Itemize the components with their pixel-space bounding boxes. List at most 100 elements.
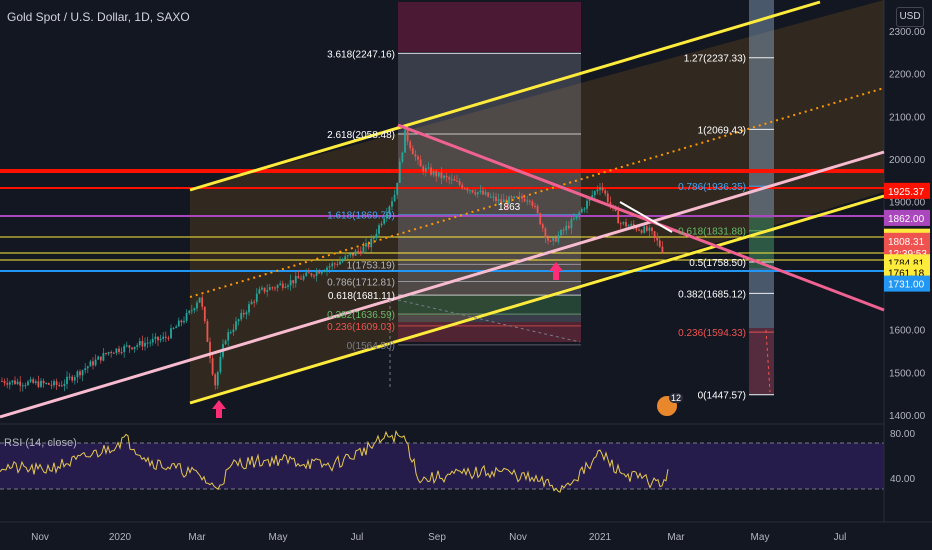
candle-body [508,196,510,204]
candle-body [248,304,250,313]
candle-body [3,381,6,384]
candle-body [175,326,178,329]
candle-body [292,280,295,284]
candle-body [29,379,32,382]
price-tick-label: 2000.00 [889,155,926,166]
price-tick-label: 2300.00 [889,27,926,38]
candle-body [453,179,456,181]
price-tag-label: 1731.00 [888,280,925,291]
candle-body [188,310,191,313]
candle-body [310,273,313,276]
candle-body [183,320,185,323]
candle-body [110,352,113,354]
channel-lower-line [189,194,885,405]
candle-body [391,201,393,207]
rsi-legend[interactable]: RSI (14, close) [4,437,77,449]
candle-body [112,352,115,354]
candle-body [92,361,94,366]
currency-button[interactable]: USD [896,7,924,27]
candle-body [352,253,354,256]
candle-body [617,210,620,224]
candle-body [645,226,648,231]
candle-body [94,359,97,366]
candle-body [128,345,131,348]
candle-body [71,376,74,381]
candle-body [154,336,157,339]
candle-body [237,319,240,322]
candle-body [448,177,451,180]
price-tick-label: 1600.00 [889,326,926,337]
candle-body [73,377,76,381]
candle-body [388,206,391,214]
candle-body [440,172,443,179]
channel-mid-dotted [189,87,885,298]
fib-level-label: 1(1753.19) [347,260,395,271]
candle-body [297,276,300,279]
candle-body [214,374,217,386]
rsi-axis-80: 80.00 [890,429,915,440]
fib-level-label: 0(1447.57) [698,391,746,402]
price-tick-label: 1900.00 [889,198,926,209]
candle-body [42,380,45,384]
candle-body [456,180,458,182]
candle-body [630,224,633,226]
candle-body [528,200,531,202]
candle-body [482,190,484,195]
candle-body [58,384,61,386]
candle-body [593,191,596,196]
price-tick-label: 2100.00 [889,112,926,123]
candle-body [68,376,71,378]
candle-body [461,184,464,189]
price-tag-label: 1862.00 [888,214,925,225]
candle-body [19,381,22,386]
candle-body [289,280,292,286]
candle-body [599,187,601,190]
candle-body [526,200,529,202]
candle-body [123,345,126,353]
time-tick-label: May [269,532,288,543]
candle-body [565,225,568,231]
candle-body [27,381,29,386]
candle-body [471,190,474,193]
candle-body [274,287,276,289]
candle-body [406,129,409,142]
candle-body [120,351,123,353]
price-tag-label: 1808.31 [888,237,925,248]
candle-body [437,172,440,177]
up-arrow-icon [549,262,563,280]
candle-body [518,196,521,198]
fib-level-label: 2.618(2058.48) [327,130,395,141]
time-tick-label: Mar [667,532,685,543]
candle-body [658,240,661,247]
candle-body [211,358,214,375]
candle-body [601,187,604,191]
price-tag [884,232,930,249]
candle-body [328,266,331,268]
candle-body [170,328,172,339]
symbol-title[interactable]: Gold Spot / U.S. Dollar, 1D, SAXO [7,10,190,24]
candle-body [318,271,321,274]
time-axis[interactable]: Nov 2020 Mar May Jul Sep Nov 2021 Mar May Jul [31,532,846,543]
candle-body [552,237,555,241]
candle-body [625,222,627,227]
fib-level-label: 0.236(1609.03) [327,322,395,333]
candle-body [463,188,466,190]
price-tag-label: 1925.37 [888,187,925,198]
candle-body [549,240,552,242]
candle-body [591,195,594,198]
time-tick-label: Mar [188,532,206,543]
news-flag-icon[interactable]: 12 [656,393,684,417]
candle-body [354,250,357,256]
candle-body [661,246,664,253]
candle-body [305,272,308,276]
candle-body [50,384,53,386]
candle-body [510,196,513,198]
candle-body [422,166,425,172]
candle-body [336,263,339,265]
candle-body [196,302,198,309]
candle-body [643,226,646,233]
candle-body [300,278,302,280]
candle-body [86,366,89,369]
